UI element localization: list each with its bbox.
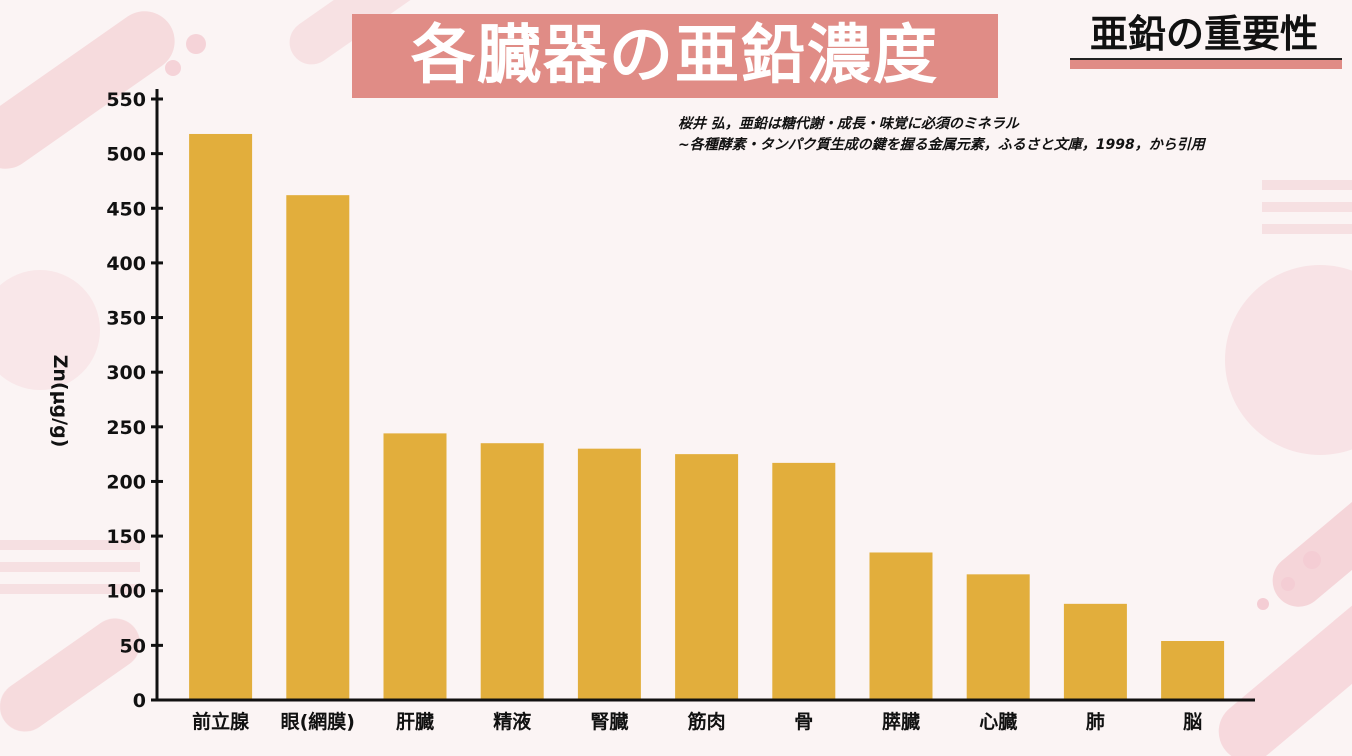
bar-10	[1161, 640, 1225, 700]
y-tick-label: 250	[106, 417, 146, 439]
bar-6	[772, 462, 836, 700]
bar-5	[675, 454, 739, 700]
x-tick-label: 心臓	[979, 711, 1017, 733]
x-tick-label: 肝臓	[396, 711, 434, 733]
x-tick-label: 腎臓	[590, 711, 628, 733]
y-tick-label: 300	[106, 362, 146, 384]
x-tick-label: 筋肉	[688, 710, 726, 733]
bars-group	[189, 133, 1225, 700]
y-tick-label: 0	[133, 690, 146, 712]
citation: 桜井 弘，亜鉛は糖代謝・成長・味覚に必須のミネラル ~各種酵素・タンパク質生成の…	[678, 114, 1348, 156]
bar-3	[480, 443, 544, 700]
y-tick-label: 450	[106, 198, 146, 220]
x-tick-label: 肺	[1086, 711, 1105, 733]
x-axis: 前立腺 眼(網膜) 肝臓 精液 腎臓 筋肉 骨 膵臓 心臓 肺 脳	[157, 698, 1255, 733]
y-tick-label: 500	[106, 144, 146, 166]
x-tick-label: 眼(網膜)	[281, 710, 355, 733]
y-tick-label: 200	[106, 471, 146, 493]
bar-1	[286, 195, 350, 700]
citation-line-2: ~各種酵素・タンパク質生成の鍵を握る金属元素，ふるさと文庫，1998，から引用	[678, 137, 1205, 153]
page-title: 各臓器の亜鉛濃度	[352, 14, 998, 98]
y-tick-label: 400	[106, 253, 146, 275]
y-axis: 0 50 100 150 200 250 300 350 400 450 500 550	[106, 89, 163, 712]
section-label: 亜鉛の重要性	[1089, 12, 1318, 56]
y-tick-label: 150	[106, 526, 146, 548]
x-tick-label: 前立腺	[192, 710, 250, 733]
y-tick-label: 550	[106, 89, 146, 111]
bar-9	[1063, 603, 1127, 700]
y-tick-label: 100	[106, 581, 146, 603]
y-axis-label: Zn(μg/g)	[49, 354, 71, 448]
bar-4	[577, 448, 641, 700]
bar-7	[869, 552, 933, 700]
citation-line-1: 桜井 弘，亜鉛は糖代謝・成長・味覚に必須のミネラル	[678, 116, 1019, 132]
y-tick-label: 350	[106, 308, 146, 330]
x-tick-label: 膵臓	[882, 710, 920, 733]
bar-8	[966, 574, 1030, 700]
bar-0	[189, 133, 253, 700]
section-label-underline	[1070, 58, 1342, 69]
x-tick-label: 脳	[1182, 711, 1202, 733]
bar-2	[383, 433, 447, 700]
x-tick-label: 精液	[493, 710, 532, 733]
y-tick-label: 50	[120, 635, 146, 657]
x-tick-label: 骨	[794, 711, 813, 733]
